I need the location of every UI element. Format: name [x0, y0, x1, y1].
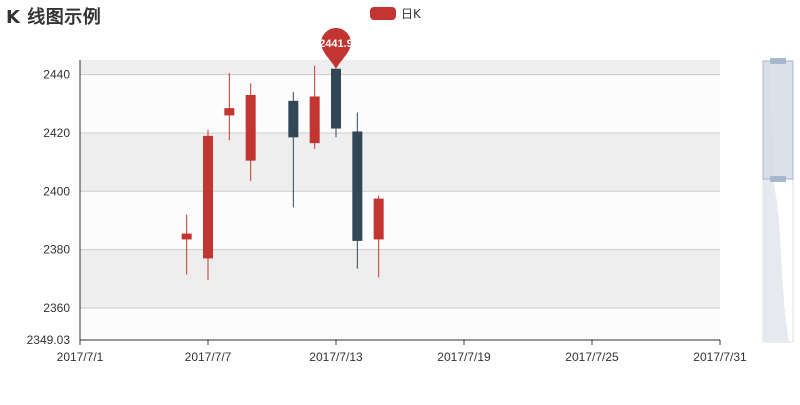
x-tick-label: 2017/7/7	[185, 350, 232, 364]
x-tick-label: 2017/7/13	[309, 350, 363, 364]
y-tick-label: 2420	[43, 126, 70, 140]
legend-swatch	[370, 6, 396, 20]
candle-body[interactable]	[224, 108, 235, 116]
plot-band	[80, 249, 720, 308]
candle-body[interactable]	[352, 131, 363, 241]
y-tick-label: 2440	[43, 68, 70, 82]
plot-band	[80, 74, 720, 133]
y-tick-label: 2360	[43, 301, 70, 315]
y-tick-label: 2400	[43, 184, 70, 198]
candle-body[interactable]	[309, 96, 320, 144]
y-min-label: 2349.03	[27, 333, 71, 347]
mark-point-label: 2441.9	[319, 38, 353, 50]
zoom-window[interactable]	[762, 60, 794, 180]
zoom-handle-top[interactable]	[770, 58, 786, 64]
x-tick-label: 2017/7/19	[437, 350, 491, 364]
x-tick-label: 2017/7/25	[565, 350, 619, 364]
mark-point-pin[interactable]	[321, 28, 351, 70]
zoom-handle-bottom[interactable]	[770, 176, 786, 183]
chart-title: K 线图示例	[6, 7, 102, 28]
candle-body[interactable]	[373, 198, 384, 240]
x-tick-label: 2017/7/1	[57, 350, 104, 364]
candle-body[interactable]	[203, 135, 213, 259]
plot-band	[80, 307, 720, 340]
legend-label: 日K	[401, 6, 421, 21]
candle-body[interactable]	[331, 68, 341, 129]
plot-band	[80, 60, 720, 75]
x-tick-label: 2017/7/31	[693, 350, 747, 364]
candle-body[interactable]	[245, 95, 256, 161]
candle-body[interactable]	[288, 100, 299, 138]
candle-body[interactable]	[181, 233, 192, 240]
y-tick-label: 2380	[43, 243, 70, 257]
legend-item[interactable]: 日K	[370, 5, 421, 21]
plot-band	[80, 132, 720, 192]
plot-band	[80, 191, 720, 250]
